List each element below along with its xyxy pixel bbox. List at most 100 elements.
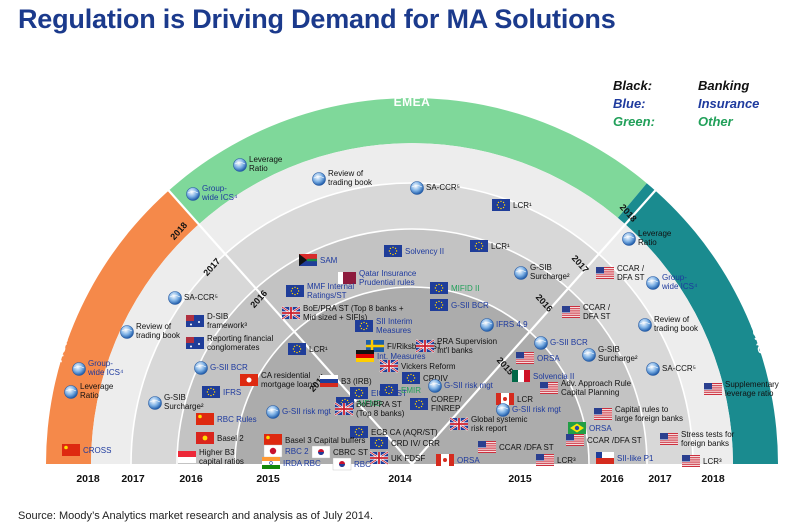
hk-flag-icon bbox=[240, 374, 258, 386]
regulation-label-line: Ratio bbox=[638, 238, 657, 247]
regulation-item-leverage-ratio-emea: Leverage Ratio bbox=[233, 155, 283, 173]
au-flag-icon bbox=[186, 337, 204, 349]
region-divider-right bbox=[411, 155, 687, 465]
regulation-item-irda-rbc: IRDA RBC bbox=[262, 457, 321, 469]
regulation-label: G-SII risk mgt bbox=[512, 405, 562, 414]
cn-flag-icon bbox=[62, 444, 80, 456]
regulation-item-orsa-am-2: ORSA bbox=[436, 454, 480, 466]
us-flag-icon bbox=[516, 352, 534, 364]
legend-value: Other bbox=[698, 114, 733, 129]
regulation-item-uk-fdsf: UK FDSF bbox=[369, 451, 425, 465]
regulation-label-line: CCAR /DFA ST bbox=[587, 436, 642, 445]
regulation-label: SA-CCR⁵ bbox=[662, 364, 696, 373]
regulation-label-line: D-SIB bbox=[207, 312, 228, 321]
ca-flag-icon bbox=[436, 454, 454, 466]
regulation-label: ORSA bbox=[537, 354, 560, 363]
regulation-label-line: B3 (IRB) bbox=[341, 377, 372, 386]
regulation-item-mifid: MIFID II bbox=[430, 282, 479, 294]
regulation-label-line: CRDIV bbox=[423, 374, 449, 383]
regulation-item-stress-tests-foreign: Stress tests for foreign banks bbox=[660, 430, 735, 448]
regulation-label-line: CBRC ST bbox=[333, 448, 368, 457]
regulation-label-line: ECB CA (AQR/ST) bbox=[371, 428, 438, 437]
regulation-label-line: RBC 2 bbox=[285, 447, 309, 456]
us-flag-icon bbox=[562, 306, 580, 318]
regulation-label-line: Prudential rules bbox=[359, 278, 415, 287]
regulation-label-line: CA residential bbox=[261, 371, 311, 380]
regulation-label: Group-wide ICS⁴ bbox=[201, 184, 238, 202]
jp-flag-icon bbox=[263, 444, 283, 458]
regulation-item-boe-pra-st: BoE/PRA ST (Top 8 banks + Mid sized + SIF… bbox=[281, 304, 404, 322]
regulation-item-lcr-eu-2: LCR¹ bbox=[470, 240, 510, 252]
bottom-year-labels: 2018 2017 2016 2015 2014 2015 2016 2017 … bbox=[76, 473, 725, 485]
regulation-label-line: SA-CCR⁵ bbox=[184, 293, 218, 302]
regulation-label-line: Leverage bbox=[80, 382, 114, 391]
globe-icon bbox=[233, 158, 247, 172]
regulation-label: Leverage Ratio bbox=[80, 382, 114, 400]
regulation-label: LCR bbox=[517, 395, 533, 404]
regulation-item-ifrs: IFRS 4,9 bbox=[480, 318, 528, 332]
regulation-item-sa-ccr-emea: SA-CCR⁵ bbox=[410, 181, 460, 195]
regulation-label-line: SII-like P1 bbox=[617, 454, 654, 463]
regulation-item-g-sib-surcharge-am-1: G-SIB Surcharge² bbox=[514, 263, 570, 281]
globe-icon bbox=[582, 348, 596, 362]
regulation-item-ccar-dfa-st-1: CCAR / DFA ST bbox=[596, 264, 645, 282]
br-flag-icon bbox=[568, 422, 586, 434]
regulation-item-qatar: Qatar Insurance Prudential rules bbox=[338, 269, 417, 287]
regulation-label-line: DFA ST bbox=[583, 312, 611, 321]
regulation-label: G-SIB Surcharge² bbox=[164, 393, 204, 411]
regulation-label-line: RBC bbox=[354, 460, 371, 469]
regulation-label: COREP/FINREP bbox=[431, 395, 462, 413]
uk-flag-icon bbox=[369, 451, 389, 465]
regulation-label: AIFMD bbox=[357, 399, 382, 408]
eu-flag-icon bbox=[430, 282, 448, 294]
regulation-label: LCR¹ bbox=[491, 242, 510, 251]
regulation-label-line: Ratio bbox=[80, 391, 99, 400]
us-flag-icon bbox=[536, 454, 554, 466]
regulation-label: G-SII BCR bbox=[451, 301, 489, 310]
regulation-label: RBC bbox=[354, 460, 371, 469]
eu-flag-icon bbox=[350, 426, 368, 438]
kr-flag-icon bbox=[332, 457, 352, 471]
regulation-label: G-SII risk mgt bbox=[282, 407, 332, 416]
regulation-label-line: Reporting financial bbox=[207, 334, 273, 343]
regulation-label-line: wide ICS⁴ bbox=[87, 368, 124, 377]
regulation-label-line: LCR bbox=[517, 395, 533, 404]
sg-flag-icon bbox=[178, 451, 196, 463]
eu-flag-icon bbox=[288, 343, 306, 355]
globe-icon bbox=[514, 266, 528, 280]
regulation-item-d-sib: D-SIB framework³ bbox=[186, 312, 247, 330]
regulation-label-line: G-SII BCR bbox=[451, 301, 489, 310]
regulation-label-line: G-SII BCR bbox=[550, 338, 588, 347]
regulation-label: Capital rules to large foreign banks bbox=[615, 405, 683, 423]
regulation-label-line: Qatar Insurance bbox=[359, 269, 417, 278]
regulation-label: G-SII risk mgt bbox=[444, 381, 494, 390]
regulation-label: G-SIB Surcharge² bbox=[530, 263, 570, 281]
cn-flag-icon bbox=[196, 413, 214, 425]
eu-flag-icon bbox=[402, 372, 420, 384]
regulation-item-solvency-ii: Solvency II bbox=[384, 245, 444, 257]
regulation-label: CCAR /DFA ST bbox=[499, 443, 554, 452]
regulation-item-crdiv: CRDIV bbox=[402, 372, 449, 384]
regulation-label: Qatar Insurance Prudential rules bbox=[359, 269, 417, 287]
eu-flag-icon bbox=[492, 199, 510, 211]
legend-key: Black: bbox=[613, 78, 653, 93]
regulation-label: IFRS 4,9 bbox=[496, 320, 528, 329]
regulation-item-rbc2: RBC 2 bbox=[263, 444, 309, 458]
regulation-item-global-systemic: Global systemic risk report bbox=[449, 415, 527, 433]
us-flag-icon bbox=[478, 441, 496, 453]
qa-flag-icon bbox=[338, 272, 356, 284]
regulation-label-line: wide ICS⁴ bbox=[661, 282, 698, 291]
regulation-label-line: conglomerates bbox=[207, 343, 259, 352]
regulation-item-ecb-ca: ECB CA (AQR/ST) bbox=[350, 426, 438, 438]
regulation-item-vickers: Vickers Reform bbox=[379, 359, 456, 373]
regulation-item-eiopa-st: EIOPA ST bbox=[350, 387, 407, 399]
regulation-item-sam: SAM bbox=[299, 254, 338, 266]
globe-icon bbox=[646, 362, 660, 376]
regulation-label: Int. Measures bbox=[377, 352, 425, 361]
eu-flag-icon bbox=[202, 386, 220, 398]
regulation-item-higher-b3: Higher B3 capital ratios bbox=[178, 448, 244, 466]
regulation-label: Leverage Ratio bbox=[249, 155, 283, 173]
regulation-label-line: (Top 8 banks) bbox=[356, 409, 405, 418]
us-flag-icon bbox=[660, 433, 678, 445]
us-flag-icon bbox=[540, 382, 558, 394]
